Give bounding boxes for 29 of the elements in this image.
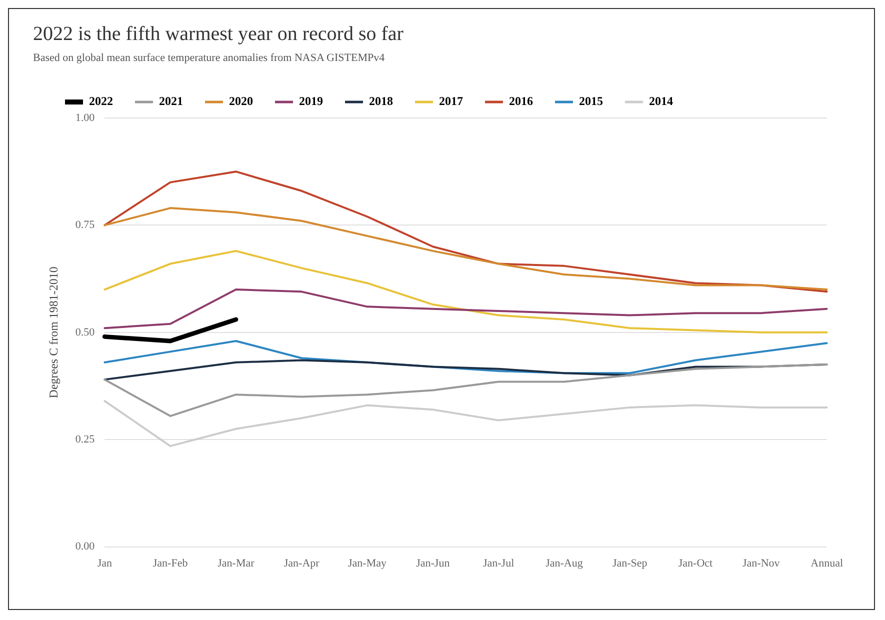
y-axis-title: Degrees C from 1981-2010 <box>46 266 60 398</box>
y-tick-label: 1.00 <box>75 112 96 124</box>
legend-label: 2014 <box>649 94 673 108</box>
y-tick-label: 0.50 <box>75 326 96 338</box>
legend-label: 2016 <box>509 94 533 108</box>
x-tick-label: Jan-May <box>348 557 387 570</box>
legend-label: 2020 <box>229 94 253 108</box>
legend-label: 2022 <box>89 94 113 108</box>
y-tick-label: 0.00 <box>75 540 96 553</box>
x-tick-label: Jan-Feb <box>152 557 188 570</box>
x-tick-label: Jan-Jul <box>482 557 514 570</box>
x-tick-label: Jan-Jun <box>416 557 450 570</box>
x-tick-label: Jan-Sep <box>612 557 648 570</box>
y-tick-label: 0.75 <box>75 219 96 232</box>
x-tick-label: Jan-Aug <box>546 557 584 570</box>
legend-label: 2021 <box>159 94 183 108</box>
legend-label: 2019 <box>299 94 323 108</box>
x-tick-label: Annual <box>810 557 844 570</box>
x-tick-label: Jan-Nov <box>742 557 780 570</box>
chart-subtitle: Based on global mean surface temperature anomalies from NASA GISTEMPv4 <box>33 52 386 64</box>
x-tick-label: Jan-Apr <box>284 557 320 570</box>
legend-label: 2015 <box>579 94 603 108</box>
chart-title: 2022 is the fifth warmest year on record so far <box>33 23 404 46</box>
legend-label: 2018 <box>369 94 393 108</box>
legend-label: 2017 <box>439 94 463 108</box>
x-tick-label: Jan-Mar <box>218 557 255 570</box>
y-tick-label: 0.25 <box>75 433 96 446</box>
x-tick-label: Jan-Oct <box>678 557 713 570</box>
x-tick-label: Jan <box>97 557 112 570</box>
